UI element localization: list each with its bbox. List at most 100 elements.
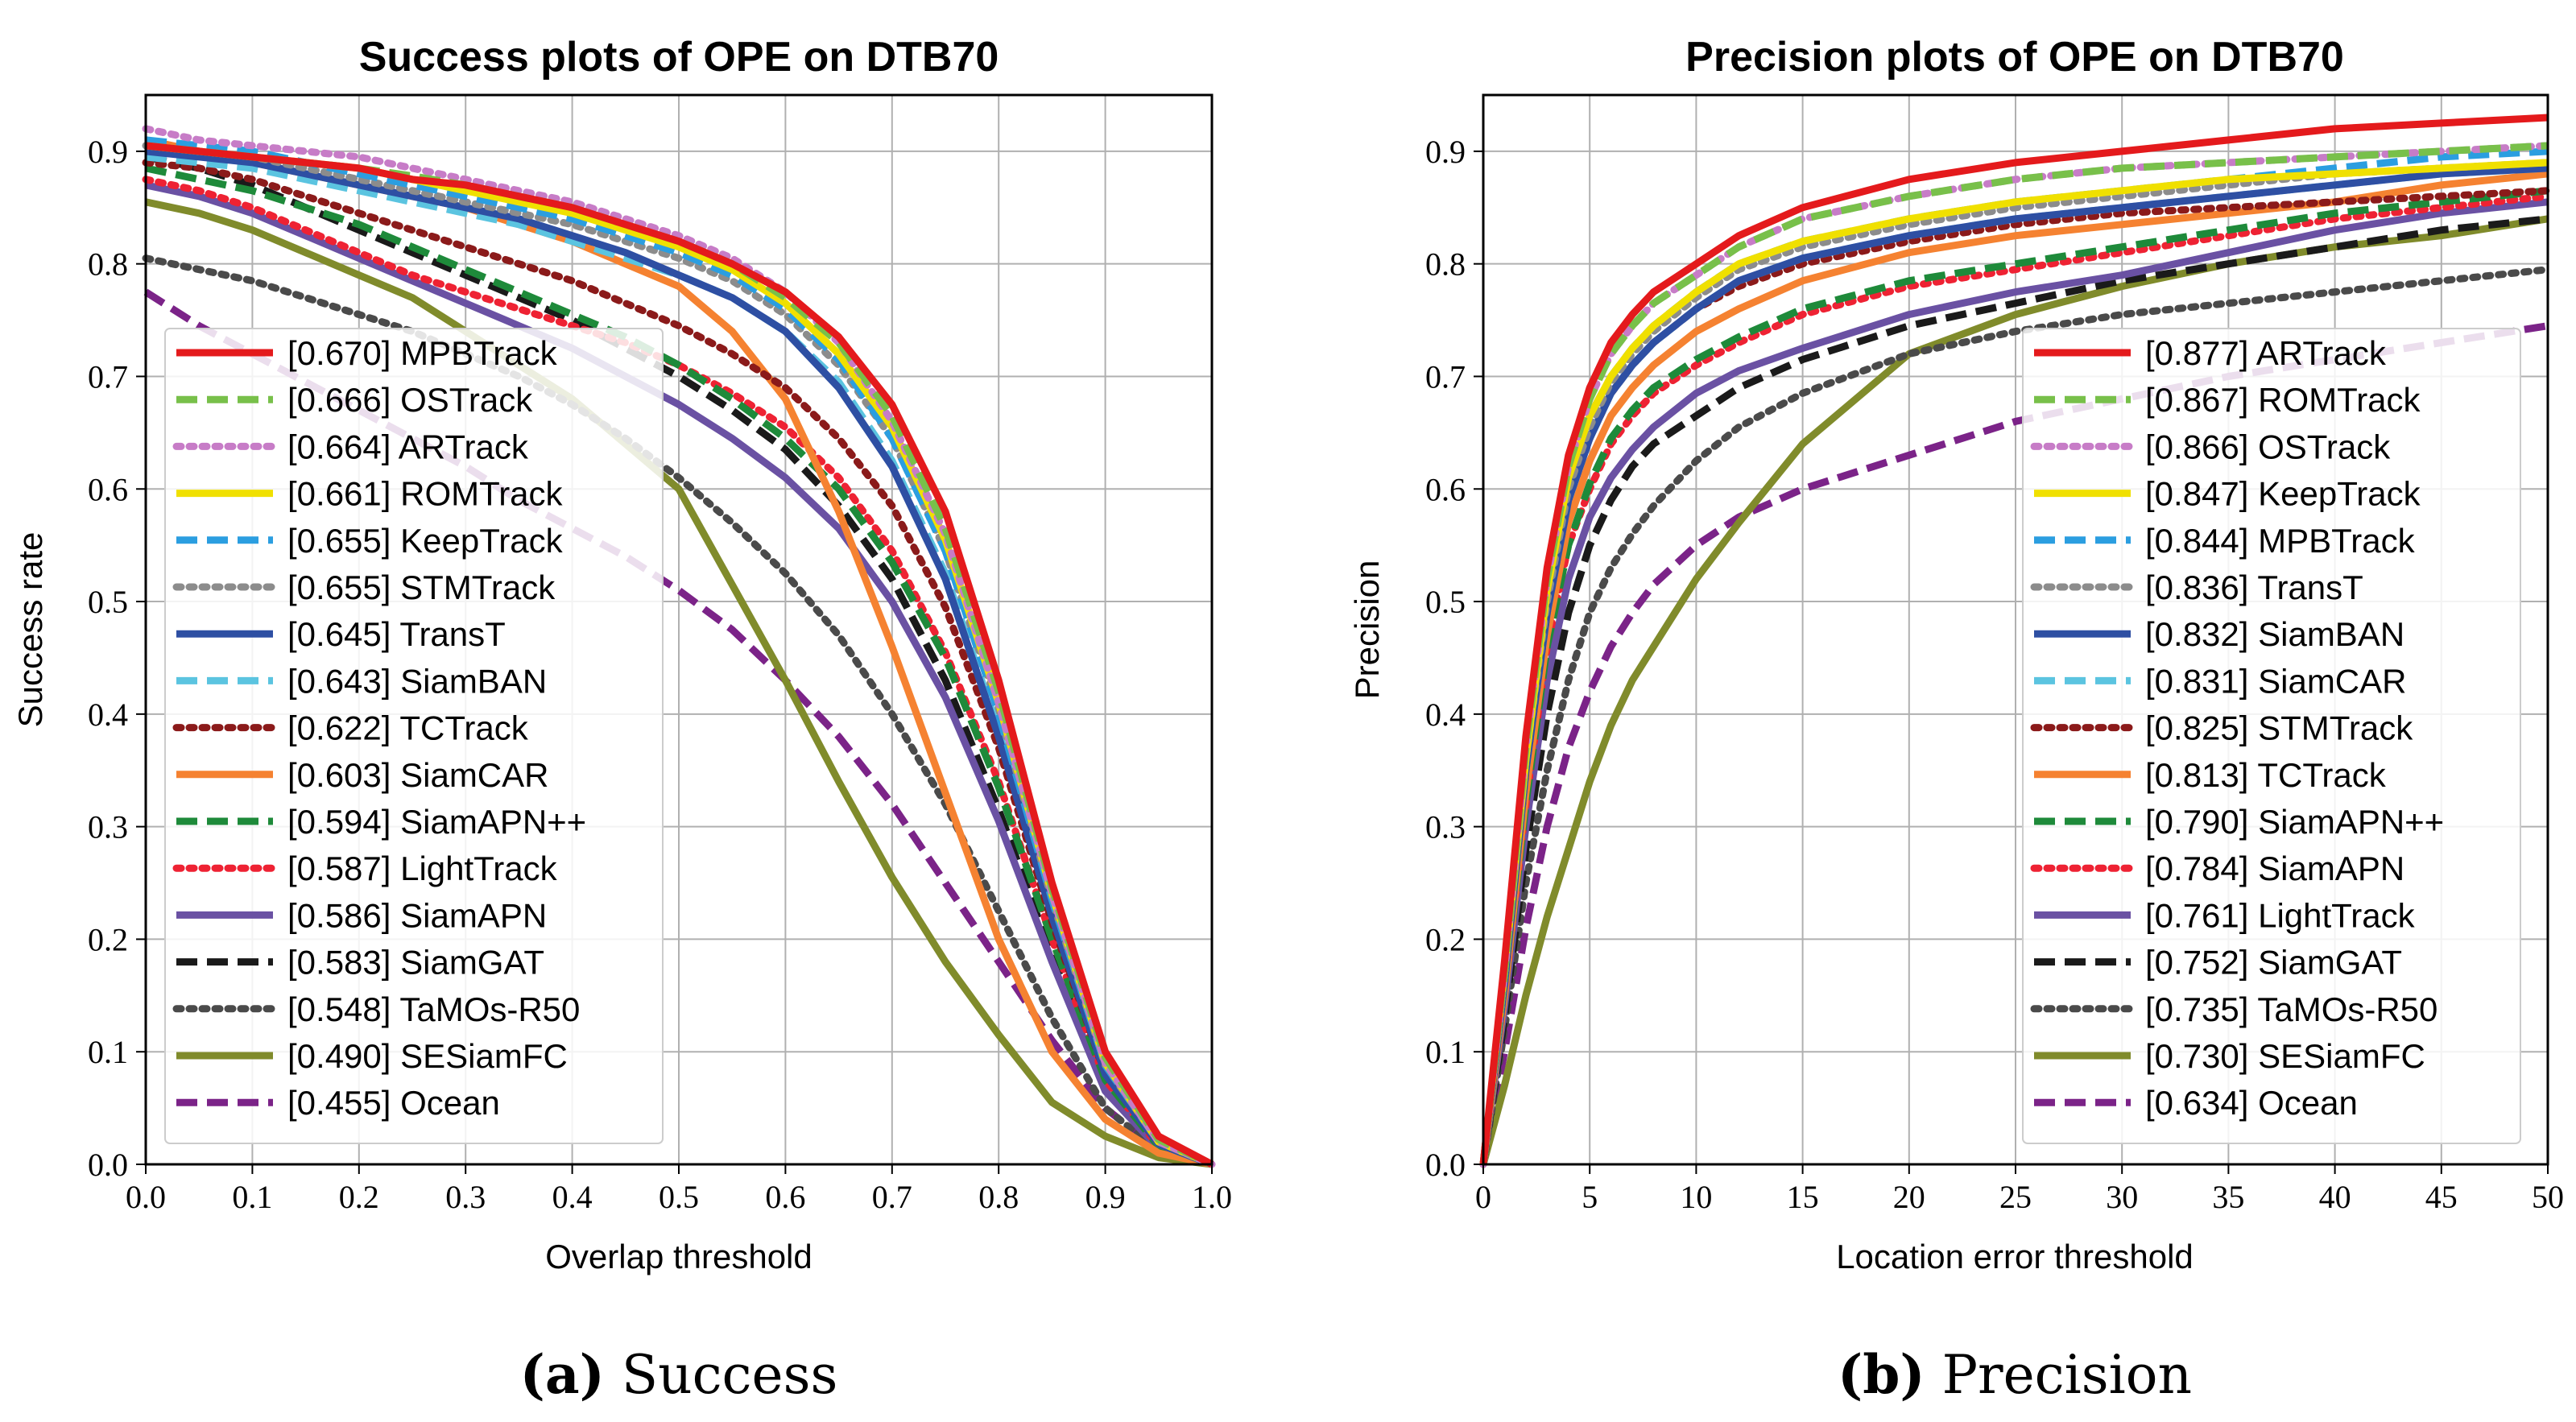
legend-entry: [0.730] SESiamFC	[2145, 1037, 2425, 1075]
legend-box	[2022, 328, 2521, 1144]
legend-entry: [0.813] TCTrack	[2145, 756, 2387, 794]
y-tick-label: 0.7	[88, 358, 128, 395]
x-tick-label: 0.5	[659, 1179, 699, 1215]
legend-entry: [0.490] SESiamFC	[287, 1037, 568, 1075]
legend-entry: [0.825] STMTrack	[2145, 709, 2413, 747]
y-tick-label: 0.8	[1425, 246, 1466, 283]
caption-letter: (a)	[520, 1343, 605, 1406]
legend-entry: [0.735] TaMOs-R50	[2145, 990, 2437, 1028]
x-tick-label: 1.0	[1192, 1179, 1232, 1215]
legend-box	[164, 328, 664, 1144]
x-tick-label: 5	[1582, 1179, 1598, 1215]
legend-entry: [0.583] SiamGAT	[287, 944, 544, 982]
legend-entry: [0.587] LightTrack	[287, 849, 558, 887]
legend-entry: [0.455] Ocean	[287, 1084, 500, 1122]
y-tick-label: 0.1	[1425, 1034, 1466, 1070]
legend-entry: [0.655] STMTrack	[287, 568, 556, 606]
series-line-sesiamfc	[145, 198, 1213, 1168]
x-tick-label: 15	[1787, 1179, 1819, 1215]
legend-entry: [0.603] SiamCAR	[287, 756, 548, 794]
x-tick-label: 0.4	[552, 1179, 593, 1215]
legend-entry: [0.752] SiamGAT	[2145, 944, 2402, 982]
legend: [0.670] MPBTrack [0.666] OSTrack [0.664] A…	[164, 328, 664, 1144]
y-tick-label: 0.4	[1425, 697, 1466, 733]
y-tick-label: 0.5	[1425, 584, 1466, 620]
series-line-siamapn	[145, 181, 1214, 1168]
legend-entry: [0.548] TaMOs-R50	[287, 990, 580, 1028]
success-chart: Success plots of OPE on DTB70 0.0 0.1 0.2 0…	[11, 34, 1232, 1406]
y-tick-label: 0.8	[88, 246, 128, 283]
legend-entry: [0.594] SiamAPN++	[287, 803, 586, 841]
caption-letter: (b)	[1838, 1343, 1925, 1406]
legend-entry: [0.877] ARTrack	[2145, 334, 2387, 372]
y-tick-label: 0.2	[1425, 921, 1466, 957]
legend-entry: [0.844] MPBTrack	[2145, 522, 2416, 560]
caption-b: (b) Precision	[1838, 1343, 2192, 1406]
series-line-tamos-r50	[1479, 266, 2552, 1168]
x-axis-label: Location error threshold	[1836, 1238, 2194, 1275]
y-tick-label: 0.0	[88, 1147, 128, 1183]
caption-text: Precision	[1925, 1344, 2192, 1406]
x-tick-label: 0.0	[126, 1179, 166, 1215]
caption-text: Success	[605, 1344, 837, 1406]
legend-entry: [0.655] KeepTrack	[287, 522, 564, 560]
y-tick-label: 0.5	[88, 584, 128, 620]
caption-a: (a) Success	[520, 1343, 838, 1406]
y-tick-label: 0.1	[88, 1034, 128, 1070]
y-tick-label: 0.3	[88, 809, 128, 845]
legend-entry: [0.586] SiamAPN	[287, 896, 547, 934]
y-tick-label: 0.6	[88, 471, 128, 507]
legend-entry: [0.622] TCTrack	[287, 709, 529, 747]
legend-entry: [0.664] ARTrack	[287, 428, 529, 465]
legend-entry: [0.645] TransT	[287, 615, 506, 653]
series-line-artrack	[1479, 114, 2549, 1165]
x-ticks: 0 5 10 15 20 25 30 35 40 45 50	[1475, 1164, 2564, 1215]
y-axis-label: Success rate	[11, 532, 49, 728]
chart-title: Precision plots of OPE on DTB70	[1685, 34, 2344, 81]
legend-entry: [0.790] SiamAPN++	[2145, 803, 2444, 841]
series-layer	[142, 125, 1216, 1168]
x-axis-label: Overlap threshold	[545, 1238, 812, 1275]
x-tick-label: 0	[1475, 1179, 1491, 1215]
legend-entry: [0.836] TransT	[2145, 568, 2363, 606]
y-ticks: 0.0 0.1 0.2 0.3 0.4 0.5 0.6 0.7 0.8 0.9	[1425, 134, 1483, 1183]
x-tick-label: 0.2	[339, 1179, 379, 1215]
legend-entry: [0.666] OSTrack	[287, 381, 533, 419]
x-tick-label: 0.3	[445, 1179, 486, 1215]
y-tick-label: 0.9	[88, 134, 128, 170]
legend-entry: [0.661] ROMTrack	[287, 475, 564, 513]
series-line-transt	[145, 147, 1214, 1168]
y-tick-label: 0.9	[1425, 134, 1466, 170]
x-tick-label: 0.9	[1085, 1179, 1126, 1215]
legend-entry: [0.761] LightTrack	[2145, 896, 2416, 934]
legend-entry: [0.643] SiamBAN	[287, 662, 547, 700]
legend-entry: [0.847] KeepTrack	[2145, 475, 2421, 513]
x-tick-label: 0.6	[765, 1179, 805, 1215]
series-line-siamapn-	[145, 164, 1214, 1168]
x-tick-label: 50	[2532, 1179, 2564, 1215]
legend-entry: [0.867] ROMTrack	[2145, 381, 2421, 419]
x-tick-label: 25	[1999, 1179, 2032, 1215]
y-tick-label: 0.6	[1425, 471, 1466, 507]
series-line-ostrack	[1479, 142, 2552, 1168]
legend-entry: [0.866] OSTrack	[2145, 428, 2391, 465]
x-tick-label: 20	[1893, 1179, 1925, 1215]
x-tick-label: 45	[2425, 1179, 2458, 1215]
series-line-tamos-r50	[142, 254, 1216, 1168]
precision-chart: Precision plots of OPE on DTB70 0 5 10 15 20…	[1348, 34, 2564, 1406]
y-tick-label: 0.4	[88, 697, 128, 733]
series-line-lighttrack	[1479, 198, 2549, 1165]
x-tick-label: 35	[2212, 1179, 2244, 1215]
y-tick-label: 0.7	[1425, 358, 1466, 395]
legend: [0.877] ARTrack [0.867] ROMTrack [0.866] O…	[2022, 328, 2521, 1144]
y-tick-label: 0.0	[1425, 1147, 1466, 1183]
y-tick-label: 0.3	[1425, 809, 1466, 845]
legend-entry: [0.831] SiamCAR	[2145, 662, 2406, 700]
series-line-siamgat	[1479, 215, 2549, 1165]
x-tick-label: 0.7	[872, 1179, 912, 1215]
x-tick-label: 10	[1680, 1179, 1712, 1215]
series-line-mpbtrack	[145, 142, 1214, 1168]
x-tick-label: 0.8	[978, 1179, 1019, 1215]
legend-entry: [0.784] SiamAPN	[2145, 849, 2404, 887]
